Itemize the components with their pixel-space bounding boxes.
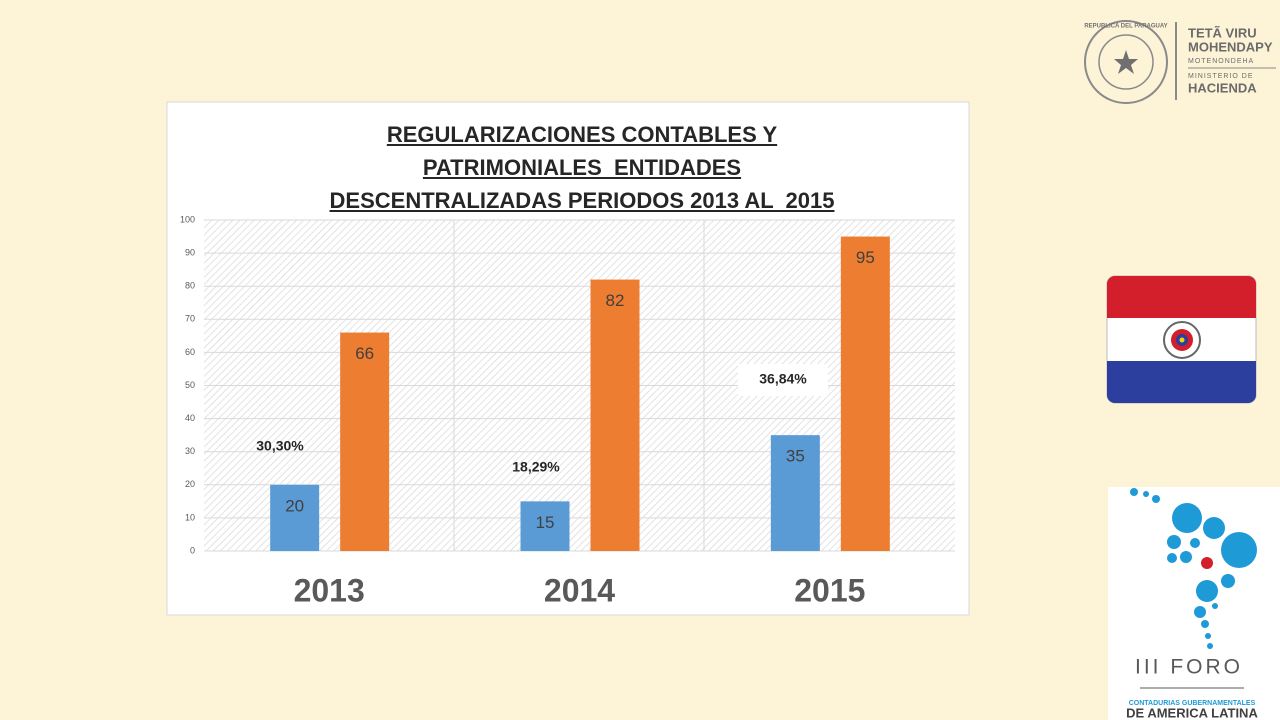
y-tick-label: 80 [185,281,195,291]
forum-title: III FORO [1135,656,1243,679]
bar [590,279,640,551]
seal [1084,20,1168,104]
ministry-text: MOHENDAPY [1188,39,1273,54]
bar [840,236,890,552]
flag [1106,275,1257,404]
y-tick-label: 0 [190,545,195,555]
value-label: 35 [786,447,805,466]
annotation: 18,29% [512,459,560,475]
ministry-text: MOTENONDEHA [1188,58,1254,65]
x-tick-label: 2014 [544,572,615,608]
bar [340,332,390,551]
ministry-text: HACIENDA [1188,80,1257,95]
ministry-text: TETÃ VIRU [1188,25,1257,40]
bar [770,435,820,551]
seal-star [1114,50,1138,74]
y-tick-label: 50 [185,380,195,390]
x-tick-label: 2015 [794,572,865,608]
bar [270,484,320,551]
y-tick-label: 60 [185,347,195,357]
y-tick-label: 10 [185,512,195,522]
bar [520,501,570,551]
value-label: 15 [536,513,555,532]
title-line: DESCENTRALIZADAS PERIODOS 2013 AL 2015 [329,188,835,213]
title-line: PATRIMONIALES ENTIDADES [422,155,742,180]
title-line: REGULARIZACIONES CONTABLES Y [386,122,778,147]
y-tick-label: 30 [185,446,195,456]
y-tick-label: 70 [185,314,195,324]
annotation: 30,30% [256,438,304,454]
annotation: 36,84% [759,371,807,387]
forum-text: CONTADURIAS GUBERNAMENTALES [1129,700,1256,707]
value-label: 20 [285,496,304,515]
annotation-box [738,364,828,396]
y-tick-label: 20 [185,479,195,489]
x-tick-label: 2013 [294,572,365,608]
value-label: 82 [606,291,625,310]
value-label: 66 [355,344,374,363]
y-tick-label: 100 [180,214,195,224]
seal-text: REPUBLICA DEL PARAGUAY [1084,24,1167,30]
forum-logo: III FORO CONTADURIAS GUBERNAMENTALES DE … [1108,487,1280,720]
forum-text: DE AMERICA LATINA [1126,705,1258,720]
seal-inner [1098,34,1154,90]
y-tick-label: 40 [185,413,195,423]
chart-title: REGULARIZACIONES CONTABLES Y PATRIMONIAL… [232,118,932,217]
value-label: 95 [856,248,875,267]
ministry-text: MINISTERIO DE [1188,73,1254,80]
y-tick-label: 90 [185,247,195,257]
